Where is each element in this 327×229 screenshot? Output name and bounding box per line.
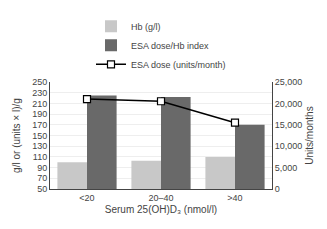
svg-text:<20: <20 <box>79 193 94 203</box>
svg-text:5,000: 5,000 <box>275 163 298 173</box>
svg-text:210: 210 <box>32 99 47 109</box>
svg-text:ESA dose/Hb index: ESA dose/Hb index <box>131 41 209 51</box>
svg-text:170: 170 <box>32 120 47 130</box>
svg-text:Units/months: Units/months <box>304 106 315 164</box>
svg-text:190: 190 <box>32 109 47 119</box>
svg-text:Serum 25(OH)D₃ (nmol/l): Serum 25(OH)D₃ (nmol/l) <box>105 204 217 215</box>
svg-text:ESA dose (units/month): ESA dose (units/month) <box>131 60 226 70</box>
svg-text:50: 50 <box>37 184 47 194</box>
svg-text:90: 90 <box>37 163 47 173</box>
svg-text:250: 250 <box>32 77 47 87</box>
svg-text:230: 230 <box>32 88 47 98</box>
svg-text:0: 0 <box>275 184 280 194</box>
svg-text:130: 130 <box>32 141 47 151</box>
svg-text:Hb (g/l): Hb (g/l) <box>131 22 161 32</box>
svg-text:20–40: 20–40 <box>148 193 173 203</box>
svg-text:>40: >40 <box>227 193 242 203</box>
svg-text:25,000: 25,000 <box>275 77 303 87</box>
svg-text:150: 150 <box>32 131 47 141</box>
svg-text:10,000: 10,000 <box>275 141 303 151</box>
svg-text:110: 110 <box>33 152 47 162</box>
svg-text:20,000: 20,000 <box>275 99 303 109</box>
svg-text:15,000: 15,000 <box>275 120 303 130</box>
svg-text:g/l or (units × l)/g: g/l or (units × l)/g <box>11 98 22 173</box>
svg-text:70: 70 <box>37 173 47 183</box>
